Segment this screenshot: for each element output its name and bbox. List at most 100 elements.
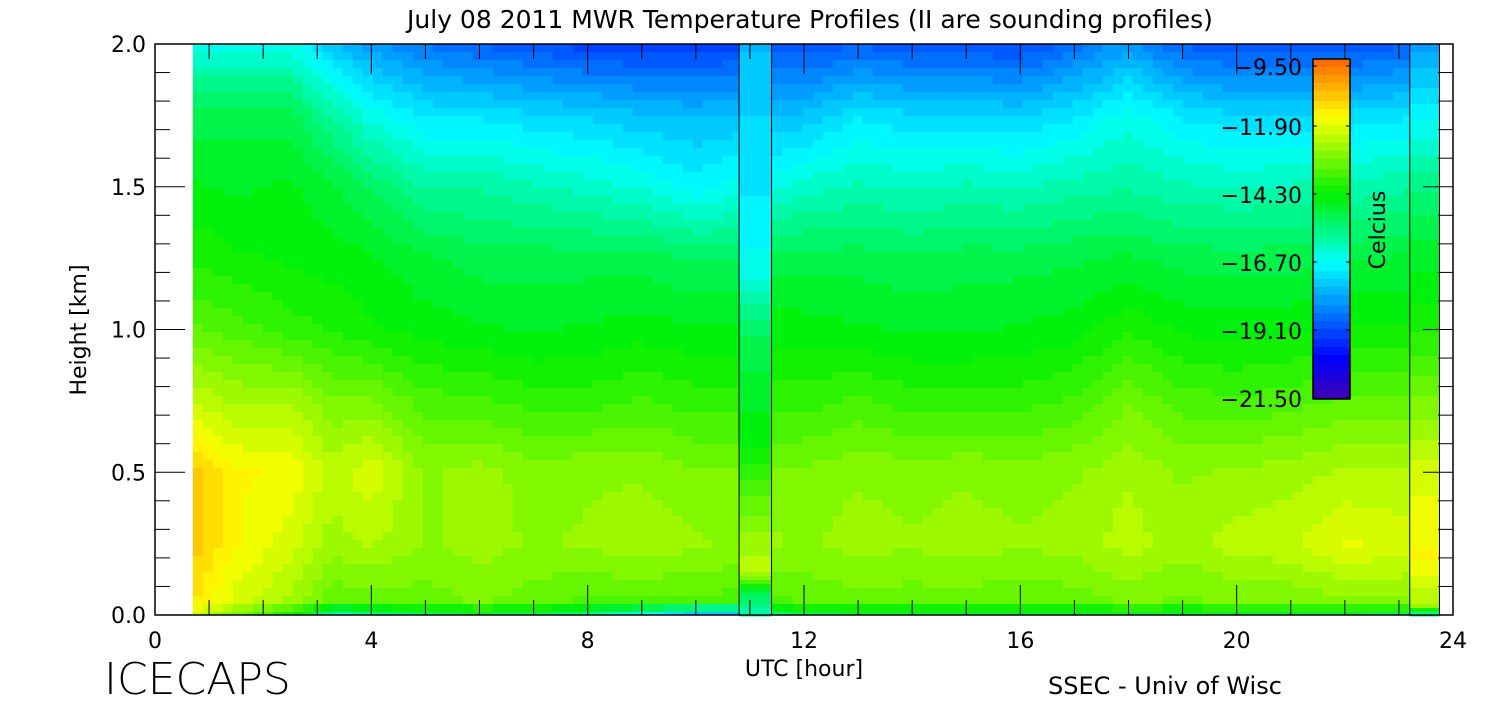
heatmap-cell (622, 420, 634, 429)
heatmap-cell (322, 540, 334, 549)
heatmap-cell (832, 116, 844, 125)
heatmap-cell (882, 100, 894, 109)
heatmap-cell (402, 500, 414, 509)
heatmap-cell (192, 276, 204, 285)
heatmap-cell (222, 180, 234, 189)
heatmap-cell (192, 60, 204, 69)
heatmap-cell (592, 284, 604, 293)
heatmap-cell (692, 484, 704, 493)
heatmap-cell (842, 308, 854, 317)
heatmap-cell (402, 364, 414, 373)
heatmap-cell (272, 228, 284, 237)
heatmap-cell (642, 188, 654, 197)
heatmap-cell (352, 524, 364, 533)
heatmap-cell (272, 140, 284, 149)
heatmap-cell (562, 604, 574, 613)
heatmap-cell (782, 44, 794, 53)
heatmap-cell (252, 348, 264, 357)
heatmap-cell (292, 372, 304, 381)
heatmap-cell (652, 548, 664, 557)
heatmap-cell (682, 500, 694, 509)
heatmap-cell (242, 396, 254, 405)
heatmap-cell (812, 596, 824, 605)
heatmap-cell (222, 220, 234, 229)
heatmap-cell (392, 300, 404, 309)
heatmap-cell (682, 188, 694, 197)
heatmap-cell (362, 484, 374, 493)
heatmap-cell (442, 276, 454, 285)
heatmap-cell (342, 124, 354, 133)
heatmap-cell (632, 300, 644, 309)
heatmap-cell (472, 420, 484, 429)
heatmap-cell (332, 76, 344, 85)
heatmap-cell (792, 140, 804, 149)
heatmap-cell (822, 276, 834, 285)
heatmap-cell (242, 212, 254, 221)
heatmap-cell (502, 564, 514, 573)
heatmap-cell (442, 468, 454, 477)
heatmap-cell (822, 116, 834, 125)
heatmap-cell (842, 140, 854, 149)
heatmap-cell (272, 420, 284, 429)
heatmap-cell (602, 252, 614, 261)
heatmap-cell (192, 476, 204, 485)
heatmap-cell (402, 564, 414, 573)
heatmap-cell (722, 212, 734, 221)
heatmap-cell (232, 364, 244, 373)
heatmap-cell (772, 76, 784, 85)
heatmap-cell (262, 476, 274, 485)
heatmap-cell (802, 508, 814, 517)
heatmap-cell (262, 492, 274, 501)
heatmap-cell (882, 108, 894, 117)
heatmap-cell (452, 604, 464, 613)
heatmap-cell (312, 412, 324, 421)
heatmap-cell (342, 140, 354, 149)
heatmap-cell (542, 308, 554, 317)
heatmap-cell (352, 92, 364, 101)
heatmap-cell (252, 476, 264, 485)
heatmap-cell (622, 220, 634, 229)
heatmap-cell (772, 180, 784, 189)
heatmap-cell (442, 516, 454, 525)
heatmap-cell (622, 180, 634, 189)
heatmap-cell (382, 116, 394, 125)
heatmap-cell (442, 444, 454, 453)
heatmap-cell (322, 132, 334, 141)
heatmap-cell (442, 556, 454, 565)
heatmap-cell (832, 52, 844, 61)
heatmap-cell (812, 532, 824, 541)
heatmap-cell (492, 68, 504, 77)
heatmap-cell (432, 132, 444, 141)
heatmap-cell (702, 100, 714, 109)
heatmap-cell (282, 108, 294, 117)
heatmap-cell (562, 276, 574, 285)
heatmap-cell (622, 580, 634, 589)
heatmap-cell (332, 356, 344, 365)
heatmap-cell (382, 532, 394, 541)
heatmap-cell (832, 556, 844, 565)
heatmap-cell (442, 180, 454, 189)
heatmap-cell (452, 164, 464, 173)
heatmap-cell (612, 68, 624, 77)
heatmap-cell (482, 316, 494, 325)
heatmap-cell (382, 484, 394, 493)
heatmap-cell (852, 244, 864, 253)
heatmap-cell (342, 364, 354, 373)
heatmap-cell (572, 596, 584, 605)
heatmap-cell (412, 220, 424, 229)
heatmap-cell (642, 172, 654, 181)
heatmap-cell (462, 556, 474, 565)
heatmap-cell (512, 84, 524, 93)
heatmap-cell (362, 524, 374, 533)
heatmap-cell (512, 260, 524, 269)
heatmap-cell (662, 348, 674, 357)
heatmap-cell (612, 236, 624, 245)
heatmap-cell (532, 364, 544, 373)
heatmap-cell (252, 68, 264, 77)
heatmap-cell (462, 300, 474, 309)
heatmap-cell (292, 532, 304, 541)
heatmap-cell (702, 420, 714, 429)
heatmap-cell (652, 84, 664, 93)
heatmap-cell (542, 468, 554, 477)
heatmap-cell (482, 164, 494, 173)
